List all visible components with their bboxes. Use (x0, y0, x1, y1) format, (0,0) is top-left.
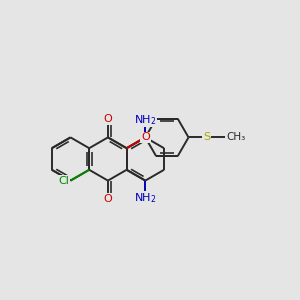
Text: CH₃: CH₃ (227, 132, 246, 142)
Text: O: O (103, 114, 112, 124)
Text: O: O (141, 132, 150, 142)
Text: NH$_2$: NH$_2$ (134, 191, 157, 205)
Text: Cl: Cl (58, 176, 69, 186)
Text: S: S (203, 132, 210, 142)
Text: NH$_2$: NH$_2$ (134, 113, 157, 127)
Text: O: O (103, 194, 112, 204)
